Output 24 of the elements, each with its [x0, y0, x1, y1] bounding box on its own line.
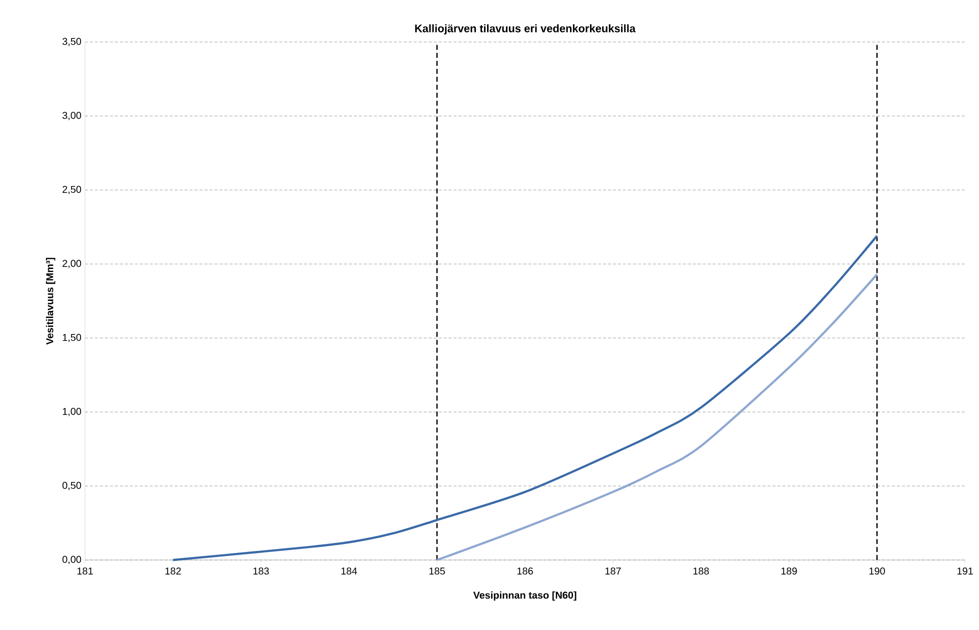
line-series — [436, 273, 878, 562]
chart-title: Kalliojärven tilavuus eri vedenkorkeuksilla — [415, 24, 636, 34]
y-tick-label: 1,50 — [62, 334, 82, 342]
x-tick-label: 181 — [77, 568, 93, 575]
y-tick-label: 2,00 — [62, 260, 82, 268]
y-tick-label: 1,00 — [62, 408, 82, 416]
line-series — [172, 234, 878, 562]
x-tick-label: 183 — [253, 568, 269, 575]
x-tick-label: 189 — [781, 568, 797, 575]
x-tick-label: 184 — [341, 568, 358, 575]
x-tick-label: 191 — [957, 568, 973, 575]
x-axis-title: Vesipinnan taso [N60] — [473, 591, 576, 601]
x-tick-label: 188 — [693, 568, 709, 575]
y-tick-label: 0,00 — [62, 556, 82, 564]
x-tick-label: 190 — [869, 568, 885, 575]
x-tick-label: 185 — [429, 568, 445, 575]
x-tick-label: 186 — [517, 568, 533, 575]
x-tick-label: 182 — [165, 568, 181, 575]
y-tick-label: 3,50 — [62, 38, 82, 46]
y-tick-label: 3,00 — [62, 112, 82, 120]
x-tick-label: 187 — [605, 568, 621, 575]
y-tick-label: 2,50 — [62, 186, 82, 194]
y-axis-title: Vesitilavuus [Mm³] — [46, 258, 56, 345]
y-tick-label: 0,50 — [62, 482, 82, 490]
